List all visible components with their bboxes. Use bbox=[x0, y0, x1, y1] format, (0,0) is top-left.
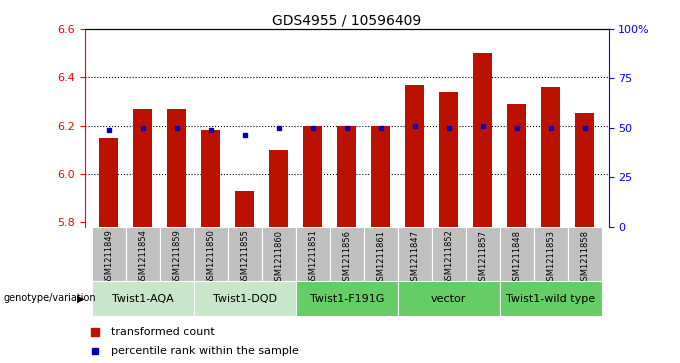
Bar bbox=[194, 281, 296, 316]
Bar bbox=[201, 130, 220, 227]
Bar bbox=[500, 227, 534, 281]
Bar bbox=[99, 138, 118, 227]
Text: GSM1211850: GSM1211850 bbox=[206, 230, 216, 285]
Text: vector: vector bbox=[431, 294, 466, 303]
Text: Twist1-wild type: Twist1-wild type bbox=[506, 294, 596, 303]
Text: GSM1211861: GSM1211861 bbox=[376, 230, 386, 286]
Text: genotype/variation: genotype/variation bbox=[3, 293, 96, 303]
Text: GSM1211855: GSM1211855 bbox=[240, 230, 250, 285]
Text: Twist1-AQA: Twist1-AQA bbox=[112, 294, 173, 303]
Text: percentile rank within the sample: percentile rank within the sample bbox=[112, 346, 299, 356]
Bar bbox=[228, 227, 262, 281]
Text: GSM1211852: GSM1211852 bbox=[444, 230, 454, 285]
Bar bbox=[303, 126, 322, 227]
Text: GSM1211856: GSM1211856 bbox=[342, 230, 352, 286]
Bar bbox=[330, 227, 364, 281]
Bar bbox=[235, 191, 254, 227]
Text: Twist1-F191G: Twist1-F191G bbox=[309, 294, 384, 303]
Bar bbox=[296, 281, 398, 316]
Text: GSM1211847: GSM1211847 bbox=[410, 230, 420, 286]
Bar bbox=[133, 109, 152, 227]
Text: GSM1211851: GSM1211851 bbox=[308, 230, 318, 285]
Bar bbox=[371, 126, 390, 227]
Bar bbox=[269, 150, 288, 227]
Text: Twist1-DQD: Twist1-DQD bbox=[213, 294, 277, 303]
Text: ▶: ▶ bbox=[77, 293, 84, 303]
Bar bbox=[439, 92, 458, 227]
Text: GSM1211860: GSM1211860 bbox=[274, 230, 284, 286]
Text: GSM1211857: GSM1211857 bbox=[478, 230, 488, 286]
Text: GSM1211859: GSM1211859 bbox=[172, 230, 182, 285]
Bar bbox=[160, 227, 194, 281]
Bar bbox=[194, 227, 228, 281]
Text: GSM1211854: GSM1211854 bbox=[138, 230, 148, 285]
Bar bbox=[466, 227, 500, 281]
Bar bbox=[500, 281, 602, 316]
Text: GSM1211848: GSM1211848 bbox=[512, 230, 522, 286]
Text: transformed count: transformed count bbox=[112, 327, 215, 337]
Text: GSM1211858: GSM1211858 bbox=[580, 230, 590, 286]
Bar bbox=[296, 227, 330, 281]
Title: GDS4955 / 10596409: GDS4955 / 10596409 bbox=[272, 14, 422, 28]
Bar bbox=[262, 227, 296, 281]
Bar bbox=[92, 281, 194, 316]
Bar bbox=[337, 126, 356, 227]
Bar bbox=[575, 114, 594, 227]
Bar bbox=[167, 109, 186, 227]
Bar bbox=[568, 227, 602, 281]
Bar bbox=[126, 227, 160, 281]
Bar bbox=[405, 85, 424, 227]
Bar bbox=[473, 53, 492, 227]
Bar bbox=[432, 227, 466, 281]
Text: GSM1211853: GSM1211853 bbox=[546, 230, 556, 286]
Bar bbox=[507, 104, 526, 227]
Text: GSM1211849: GSM1211849 bbox=[104, 230, 114, 285]
Bar bbox=[541, 87, 560, 227]
Bar bbox=[398, 227, 432, 281]
Bar bbox=[364, 227, 398, 281]
Bar bbox=[398, 281, 500, 316]
Bar bbox=[92, 227, 126, 281]
Bar bbox=[534, 227, 568, 281]
